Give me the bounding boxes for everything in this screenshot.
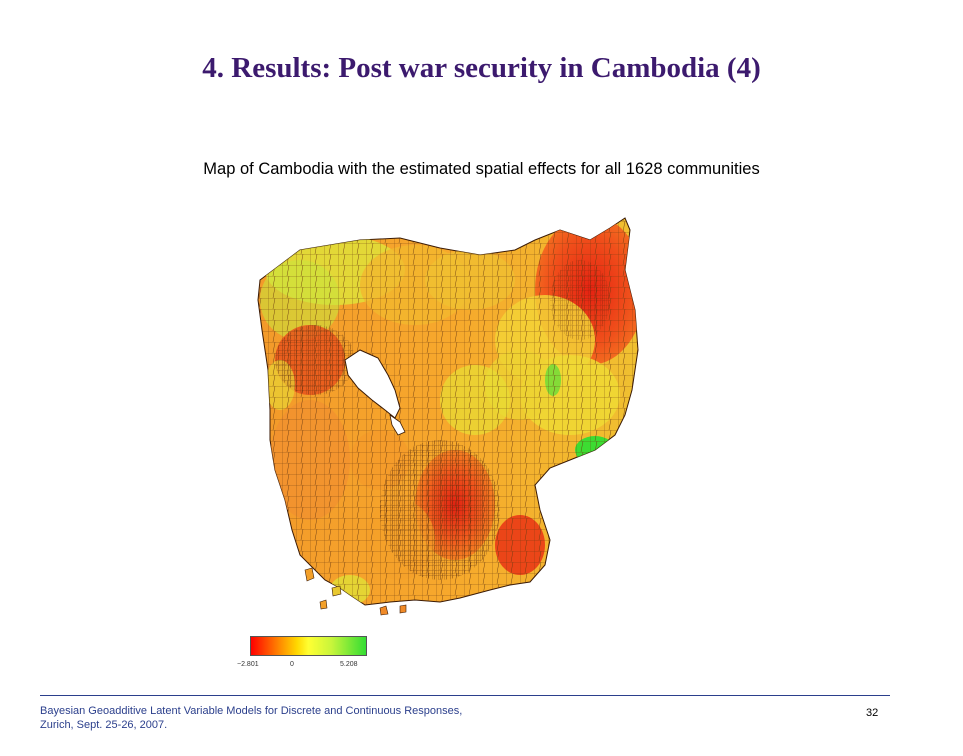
legend-min-label: −2.801	[237, 661, 259, 668]
tonle-sap-lake	[344, 349, 401, 419]
footer-citation-line2: Zurich, Sept. 25-26, 2007.	[40, 719, 168, 731]
slide-title: 4. Results: Post war security in Cambodi…	[202, 52, 761, 84]
legend-mid-label: 0	[290, 661, 294, 668]
footer-citation-line1: Bayesian Geoadditive Latent Variable Mod…	[40, 705, 463, 717]
cambodia-map	[240, 210, 650, 630]
footer-divider	[40, 695, 890, 696]
map-subtitle: Map of Cambodia with the estimated spati…	[203, 160, 760, 178]
page-number: 32	[866, 707, 879, 719]
cambodia-map-graphic	[257, 217, 639, 616]
legend-color-scale	[250, 636, 367, 656]
legend-max-label: 5.208	[340, 661, 358, 668]
footer-citation: Bayesian Geoadditive Latent Variable Mod…	[40, 704, 600, 732]
